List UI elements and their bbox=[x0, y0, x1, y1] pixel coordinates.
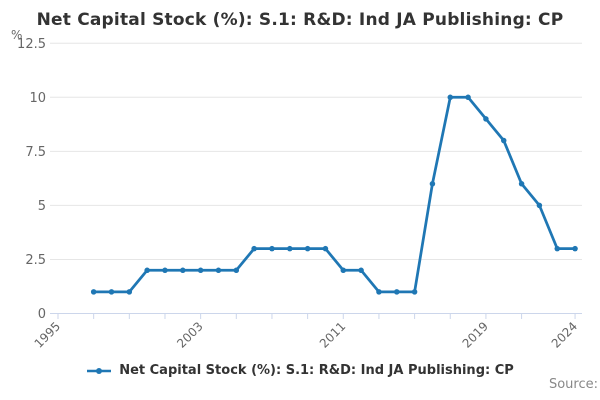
data-point-marker[interactable] bbox=[429, 181, 436, 187]
legend-item[interactable]: Net Capital Stock (%): S.1: R&D: Ind JA … bbox=[0, 363, 600, 378]
data-point-marker[interactable] bbox=[358, 267, 364, 274]
data-point-marker[interactable] bbox=[90, 289, 97, 295]
data-point-marker[interactable] bbox=[572, 245, 578, 252]
source-label: Source: bbox=[548, 377, 598, 392]
y-axis-unit-label: % bbox=[11, 28, 23, 42]
data-point-marker[interactable] bbox=[233, 267, 240, 274]
data-point-marker[interactable] bbox=[269, 245, 275, 252]
legend-line-marker-icon bbox=[87, 367, 112, 374]
x-axis-tick-label: 1995 bbox=[32, 319, 63, 350]
data-line-series[interactable] bbox=[92, 95, 577, 294]
data-point-marker[interactable] bbox=[536, 202, 543, 209]
line-chart-plot-area[interactable]: 0 2.5 5 7.5 10 12.5 1995 2003 2011 2019 2024 bbox=[0, 0, 600, 355]
data-point-marker[interactable] bbox=[108, 289, 115, 295]
y-axis-tick-label: 2.5 bbox=[25, 253, 46, 268]
data-point-marker[interactable] bbox=[304, 245, 311, 252]
y-axis-tick-label: 0 bbox=[38, 307, 46, 322]
data-point-marker[interactable] bbox=[162, 267, 168, 274]
data-point-marker[interactable] bbox=[394, 289, 400, 295]
data-point-marker[interactable] bbox=[411, 289, 418, 295]
x-axis-tick-label: 2003 bbox=[174, 319, 205, 350]
y-axis-tick-label: 12.5 bbox=[17, 37, 46, 52]
data-point-marker[interactable] bbox=[501, 137, 507, 144]
y-axis-tick-label: 7.5 bbox=[25, 145, 46, 160]
data-point-marker[interactable] bbox=[376, 289, 382, 295]
data-point-marker[interactable] bbox=[197, 267, 204, 274]
data-point-marker[interactable] bbox=[251, 245, 257, 252]
data-point-marker[interactable] bbox=[465, 94, 471, 101]
chart-title: Net Capital Stock (%): S.1: R&D: Ind JA … bbox=[36, 10, 564, 30]
data-point-marker[interactable] bbox=[483, 116, 489, 122]
data-point-marker[interactable] bbox=[126, 289, 133, 295]
data-point-marker[interactable] bbox=[215, 267, 222, 274]
data-point-marker[interactable] bbox=[180, 267, 186, 274]
data-point-marker[interactable] bbox=[322, 245, 329, 252]
y-axis-tick-label: 5 bbox=[38, 199, 46, 214]
legend-series-label: Net Capital Stock (%): S.1: R&D: Ind JA … bbox=[119, 363, 514, 378]
data-point-marker[interactable] bbox=[144, 267, 150, 274]
data-point-marker[interactable] bbox=[554, 245, 560, 252]
x-axis-tick-label: 2024 bbox=[549, 319, 580, 350]
data-point-marker[interactable] bbox=[287, 245, 293, 252]
data-point-marker[interactable] bbox=[340, 267, 347, 274]
x-axis-tick-label: 2019 bbox=[460, 319, 491, 350]
data-point-marker[interactable] bbox=[518, 181, 525, 187]
x-axis-tick-label: 2011 bbox=[317, 319, 348, 350]
data-point-marker[interactable] bbox=[447, 94, 454, 101]
y-axis-tick-label: 10 bbox=[29, 91, 46, 106]
